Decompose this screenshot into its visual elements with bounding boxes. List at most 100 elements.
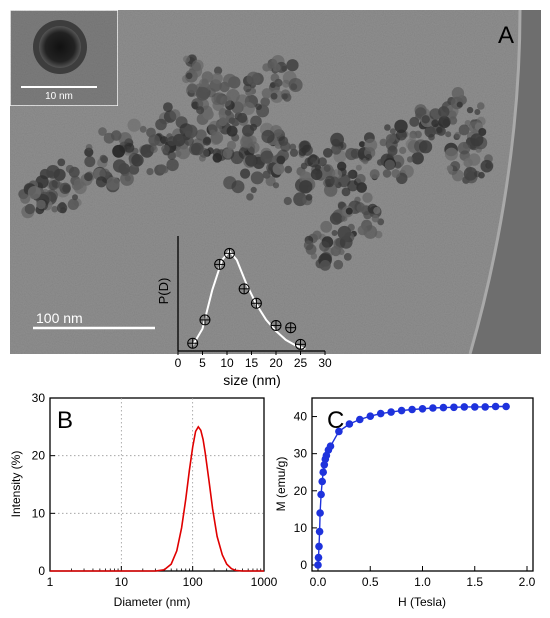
tem-particle — [389, 128, 396, 135]
mag-data-point — [491, 402, 500, 411]
mag-data-point — [366, 412, 375, 421]
mag-data-point — [315, 527, 324, 536]
tem-particle — [246, 193, 254, 201]
tem-particle — [183, 55, 190, 63]
tem-particle — [84, 156, 96, 168]
tem-particle — [406, 156, 414, 163]
size-y-label: P(D) — [156, 278, 171, 305]
tem-particle — [284, 165, 293, 174]
tem-particle — [419, 140, 433, 154]
tem-particle — [195, 86, 210, 101]
size-data-point — [250, 297, 262, 309]
tem-particle — [478, 128, 487, 136]
mag-data-point — [314, 553, 323, 562]
tem-particle — [474, 170, 481, 178]
tem-particle — [299, 180, 313, 194]
tem-particle — [166, 158, 179, 172]
mag-data-point — [502, 402, 510, 411]
tem-particle — [272, 163, 285, 175]
tem-particle — [324, 175, 335, 186]
tem-particle — [289, 143, 297, 151]
tem-particle — [247, 141, 260, 154]
mag-y-tick-label: 0 — [300, 558, 307, 572]
mag-data-point — [319, 468, 328, 477]
tem-particle — [312, 230, 322, 240]
tem-particle — [48, 180, 59, 191]
mag-x-tick-label: 1.5 — [466, 575, 483, 589]
tem-particle — [446, 165, 454, 172]
tem-grid-edge-line — [468, 10, 522, 354]
tem-particle — [409, 133, 417, 141]
mag-y-label: M (emu/g) — [274, 457, 288, 512]
dls-y-label: Intensity (%) — [9, 451, 23, 518]
size-data-point — [238, 283, 250, 295]
tem-particle — [60, 207, 67, 214]
size-x-tick-label: 0 — [175, 356, 182, 370]
tem-particle — [270, 92, 278, 100]
mag-y-tick-label: 20 — [294, 484, 308, 498]
mag-data-point — [316, 509, 324, 517]
tem-particle — [161, 144, 170, 154]
tem-particle — [445, 131, 452, 138]
tem-particle — [65, 164, 74, 174]
tem-particle — [202, 137, 212, 146]
tem-particle — [373, 206, 381, 215]
tem-particle — [157, 164, 167, 174]
tem-particle — [220, 95, 232, 107]
tem-particle — [331, 144, 342, 155]
tem-particle — [176, 145, 191, 160]
tem-particle — [155, 118, 167, 131]
tem-grid-edge — [470, 10, 541, 354]
tem-particle — [72, 194, 78, 201]
tem-particle — [223, 176, 237, 190]
tem-particle — [185, 72, 193, 80]
tem-particle — [67, 198, 79, 210]
size-x-tick-label: 25 — [294, 356, 308, 370]
tem-particle — [480, 159, 494, 173]
mag-data-point — [418, 405, 427, 413]
tem-particle — [288, 78, 303, 92]
tem-particle — [468, 153, 481, 166]
mag-data-point — [356, 415, 364, 424]
panel-a-label: A — [498, 22, 514, 49]
tem-particle — [310, 253, 318, 260]
mag-data-point — [315, 542, 323, 551]
size-x-tick-label: 30 — [318, 356, 332, 370]
tem-particle — [120, 172, 134, 186]
size-x-label: size (nm) — [223, 372, 281, 388]
tem-particle — [85, 144, 93, 151]
tem-particle-cluster — [18, 54, 494, 271]
tem-particle — [192, 59, 204, 72]
tem-particle — [226, 140, 237, 150]
tem-particle — [242, 124, 255, 137]
tem-particle — [333, 259, 344, 270]
tem-particle — [245, 154, 258, 167]
tem-particle — [36, 199, 46, 210]
tem-particle — [260, 97, 271, 107]
tem-particle — [226, 125, 238, 137]
mag-y-tick-label: 40 — [294, 410, 308, 424]
mag-data-point — [314, 561, 322, 569]
dls-y-tick-label: 20 — [32, 449, 46, 463]
tem-particle — [150, 145, 158, 153]
tem-particle — [456, 101, 463, 108]
mag-data-point — [335, 427, 343, 436]
mag-data-point — [471, 403, 479, 411]
dls-x-tick-label: 1 — [47, 575, 54, 589]
mag-x-label: H (Tesla) — [398, 595, 446, 609]
mag-data-point — [320, 461, 329, 469]
tem-particle — [243, 84, 252, 93]
tem-particle — [369, 169, 380, 180]
tem-particle — [310, 168, 323, 181]
tem-particle — [99, 154, 107, 162]
tem-particle — [20, 193, 31, 204]
tem-particle — [399, 146, 407, 154]
tem-particle — [374, 230, 383, 239]
tem-particle — [184, 136, 194, 146]
tem-particle — [387, 145, 398, 156]
tem-particle — [384, 124, 391, 131]
size-data-point — [270, 319, 282, 331]
tem-particle — [421, 115, 430, 124]
tem-particle — [210, 133, 222, 145]
tem-particle — [246, 71, 261, 86]
